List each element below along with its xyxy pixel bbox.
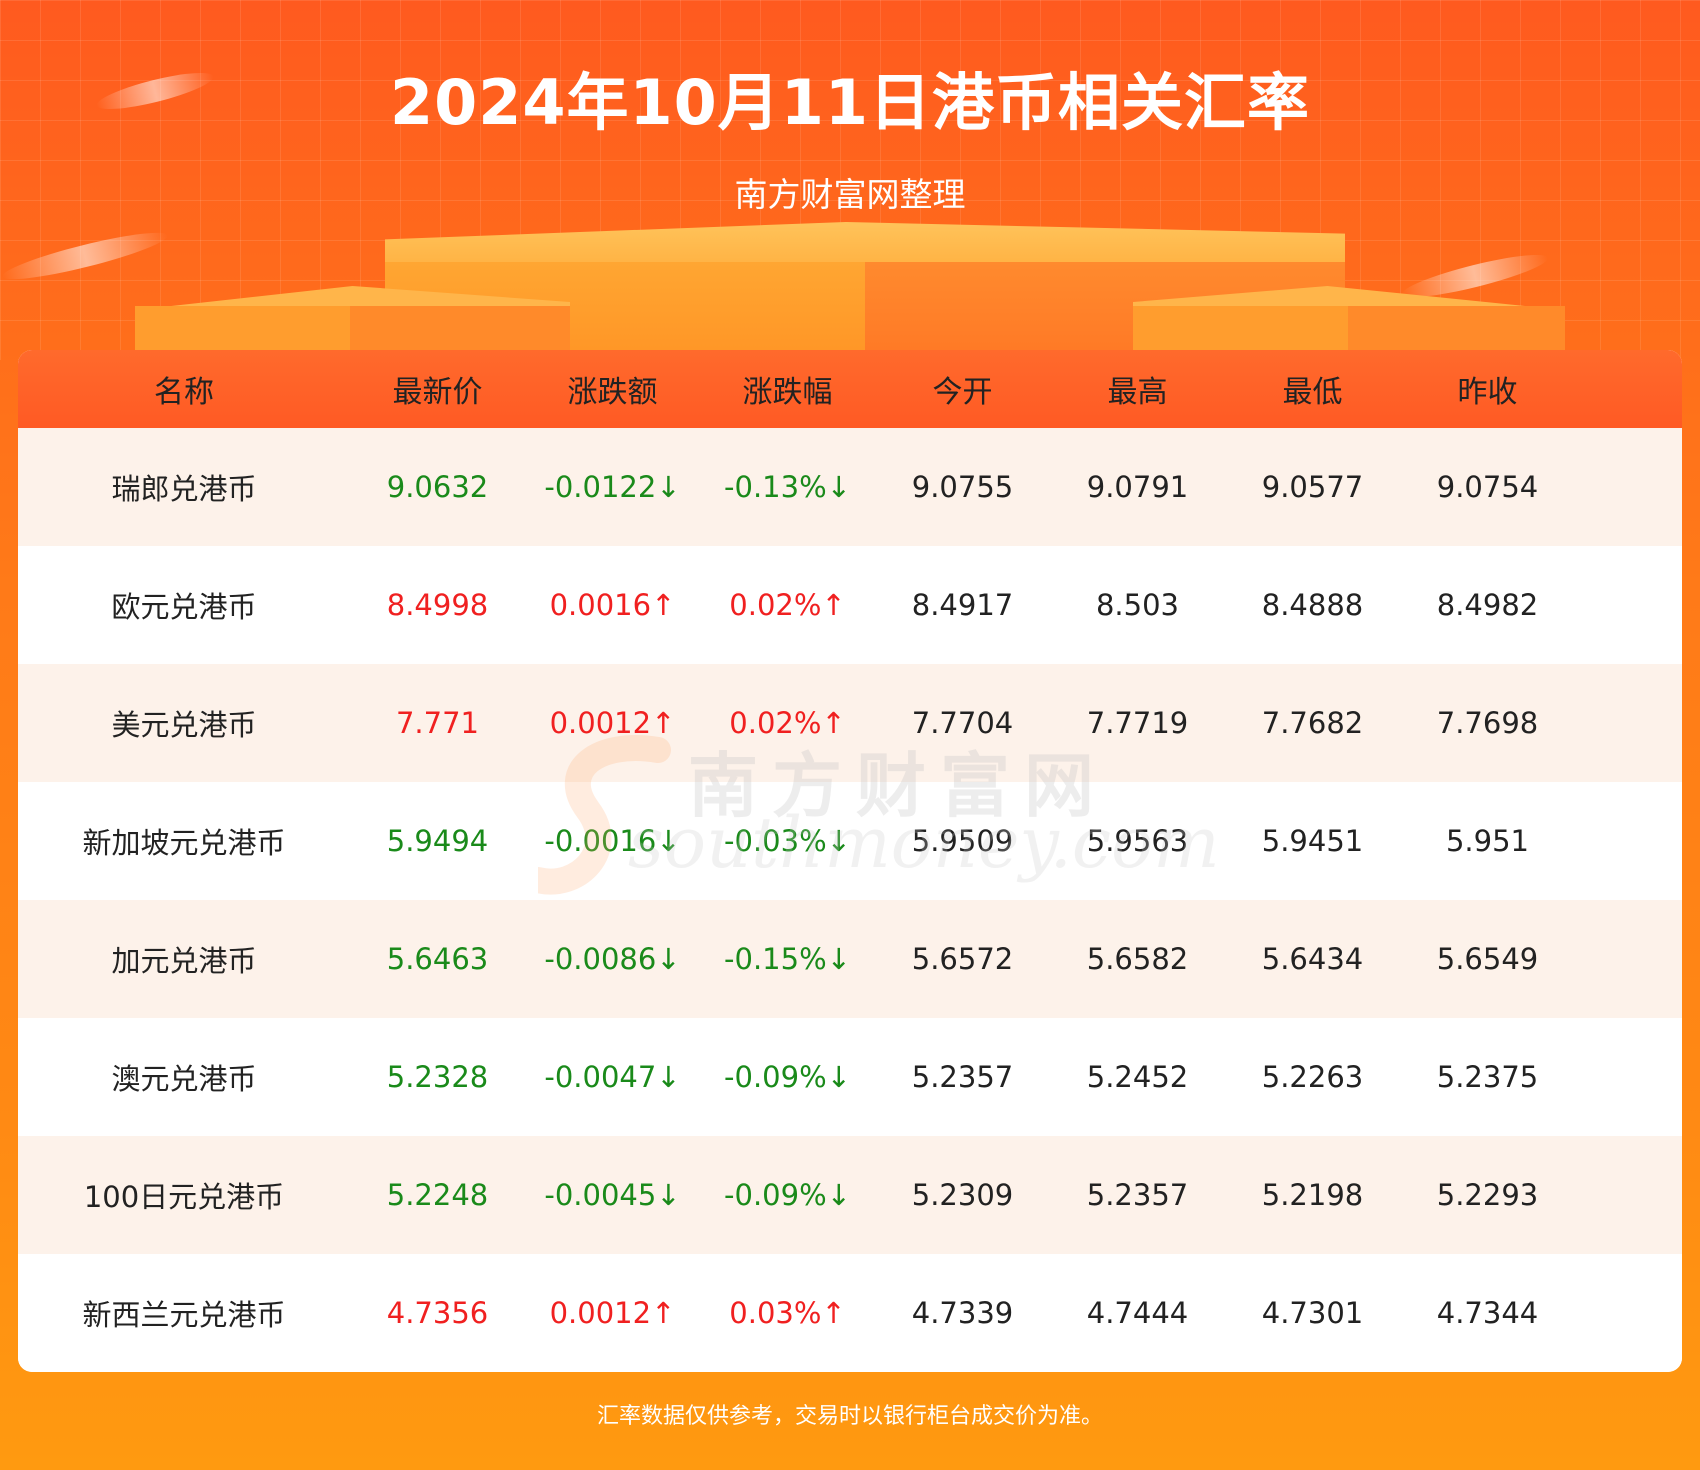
cell-name: 新西兰元兑港币 bbox=[82, 1298, 286, 1332]
column-header-change: 涨跌额 bbox=[567, 375, 658, 410]
cell-name: 瑞郎兑港币 bbox=[111, 472, 257, 506]
table-row: 新加坡元兑港币 5.9494 -0.0016↓ -0.03%↓ 5.9509 5… bbox=[18, 782, 1682, 900]
cell-name: 欧元兑港币 bbox=[111, 590, 257, 624]
cell-change-pct: 0.03%↑ bbox=[729, 1296, 846, 1330]
cell-change-pct: 0.02%↑ bbox=[729, 706, 846, 740]
cell-high: 5.9563 bbox=[1086, 824, 1189, 858]
cell-open: 4.7339 bbox=[911, 1296, 1014, 1330]
cell-name: 加元兑港币 bbox=[111, 944, 257, 978]
cell-low: 5.9451 bbox=[1261, 824, 1364, 858]
cell-change: -0.0086↓ bbox=[544, 942, 681, 976]
cell-open: 5.9509 bbox=[911, 824, 1014, 858]
cell-latest: 9.0632 bbox=[386, 470, 489, 504]
cell-low: 9.0577 bbox=[1261, 470, 1364, 504]
cell-latest: 8.4998 bbox=[386, 588, 489, 622]
table-row: 欧元兑港币 8.4998 0.0016↑ 0.02%↑ 8.4917 8.503… bbox=[18, 546, 1682, 664]
cell-high: 4.7444 bbox=[1086, 1296, 1189, 1330]
cell-change: 0.0016↑ bbox=[549, 588, 676, 622]
table-row: 加元兑港币 5.6463 -0.0086↓ -0.15%↓ 5.6572 5.6… bbox=[18, 900, 1682, 1018]
cell-latest: 5.2248 bbox=[386, 1178, 489, 1212]
cell-low: 5.2263 bbox=[1261, 1060, 1364, 1094]
cell-change-pct: -0.15%↓ bbox=[724, 942, 851, 976]
column-header-high: 最高 bbox=[1107, 375, 1168, 410]
column-header-prev-close: 昨收 bbox=[1457, 375, 1518, 410]
cell-prev-close: 8.4982 bbox=[1436, 588, 1539, 622]
table-row: 瑞郎兑港币 9.0632 -0.0122↓ -0.13%↓ 9.0755 9.0… bbox=[18, 428, 1682, 546]
cell-open: 5.6572 bbox=[911, 942, 1014, 976]
page-subtitle: 南方财富网整理 bbox=[734, 175, 966, 214]
table-row: 美元兑港币 7.771 0.0012↑ 0.02%↑ 7.7704 7.7719… bbox=[18, 664, 1682, 782]
cell-change: 0.0012↑ bbox=[549, 1296, 676, 1330]
cell-change: -0.0045↓ bbox=[544, 1178, 681, 1212]
cell-high: 7.7719 bbox=[1086, 706, 1189, 740]
cell-high: 5.2357 bbox=[1086, 1178, 1189, 1212]
cell-prev-close: 5.2375 bbox=[1436, 1060, 1539, 1094]
cell-latest: 5.9494 bbox=[386, 824, 489, 858]
column-header-change-pct: 涨跌幅 bbox=[742, 375, 833, 410]
cell-low: 5.6434 bbox=[1261, 942, 1364, 976]
cell-change: -0.0047↓ bbox=[544, 1060, 681, 1094]
cell-open: 8.4917 bbox=[911, 588, 1014, 622]
cell-change-pct: -0.13%↓ bbox=[724, 470, 851, 504]
column-header-low: 最低 bbox=[1282, 375, 1343, 410]
cell-prev-close: 4.7344 bbox=[1436, 1296, 1539, 1330]
cell-change-pct: -0.09%↓ bbox=[724, 1060, 851, 1094]
cell-low: 5.2198 bbox=[1261, 1178, 1364, 1212]
cell-latest: 4.7356 bbox=[386, 1296, 489, 1330]
table-row: 100日元兑港币 5.2248 -0.0045↓ -0.09%↓ 5.2309 … bbox=[18, 1136, 1682, 1254]
cell-name: 澳元兑港币 bbox=[111, 1062, 257, 1096]
cell-change-pct: -0.03%↓ bbox=[724, 824, 851, 858]
cell-prev-close: 9.0754 bbox=[1436, 470, 1539, 504]
cell-low: 7.7682 bbox=[1261, 706, 1364, 740]
table-header: 名称 最新价 涨跌额 涨跌幅 今开 最高 最低 昨收 bbox=[18, 350, 1682, 428]
cell-low: 8.4888 bbox=[1261, 588, 1364, 622]
cell-change-pct: 0.02%↑ bbox=[729, 588, 846, 622]
cell-high: 9.0791 bbox=[1086, 470, 1189, 504]
cell-name: 美元兑港币 bbox=[111, 708, 257, 742]
cell-latest: 7.771 bbox=[395, 706, 480, 740]
table-row: 新西兰元兑港币 4.7356 0.0012↑ 0.03%↑ 4.7339 4.7… bbox=[18, 1254, 1682, 1372]
cell-change: -0.0016↓ bbox=[544, 824, 681, 858]
cell-high: 8.503 bbox=[1095, 588, 1180, 622]
cell-latest: 5.6463 bbox=[386, 942, 489, 976]
cell-high: 5.6582 bbox=[1086, 942, 1189, 976]
cell-change: -0.0122↓ bbox=[544, 470, 681, 504]
column-header-open: 今开 bbox=[932, 375, 993, 410]
cell-prev-close: 5.951 bbox=[1445, 824, 1530, 858]
cell-low: 4.7301 bbox=[1261, 1296, 1364, 1330]
cell-open: 5.2357 bbox=[911, 1060, 1014, 1094]
cell-prev-close: 5.2293 bbox=[1436, 1178, 1539, 1212]
cell-change: 0.0012↑ bbox=[549, 706, 676, 740]
cell-open: 9.0755 bbox=[911, 470, 1014, 504]
cell-prev-close: 5.6549 bbox=[1436, 942, 1539, 976]
cell-change-pct: -0.09%↓ bbox=[724, 1178, 851, 1212]
cell-open: 5.2309 bbox=[911, 1178, 1014, 1212]
column-header-name: 名称 bbox=[154, 375, 214, 410]
cell-prev-close: 7.7698 bbox=[1436, 706, 1539, 740]
cell-name: 100日元兑港币 bbox=[83, 1180, 285, 1214]
cell-name: 新加坡元兑港币 bbox=[82, 826, 286, 860]
cell-open: 7.7704 bbox=[911, 706, 1014, 740]
rates-table-panel: 名称 最新价 涨跌额 涨跌幅 今开 最高 最低 昨收 瑞郎兑港币 9.0632 … bbox=[18, 350, 1682, 1372]
page-title: 2024年10月11日港币相关汇率 bbox=[389, 66, 1311, 139]
cell-high: 5.2452 bbox=[1086, 1060, 1189, 1094]
column-header-latest: 最新价 bbox=[392, 375, 483, 410]
table-row: 澳元兑港币 5.2328 -0.0047↓ -0.09%↓ 5.2357 5.2… bbox=[18, 1018, 1682, 1136]
cell-latest: 5.2328 bbox=[386, 1060, 489, 1094]
footer-disclaimer: 汇率数据仅供参考，交易时以银行柜台成交价为准。 bbox=[596, 1404, 1103, 1429]
